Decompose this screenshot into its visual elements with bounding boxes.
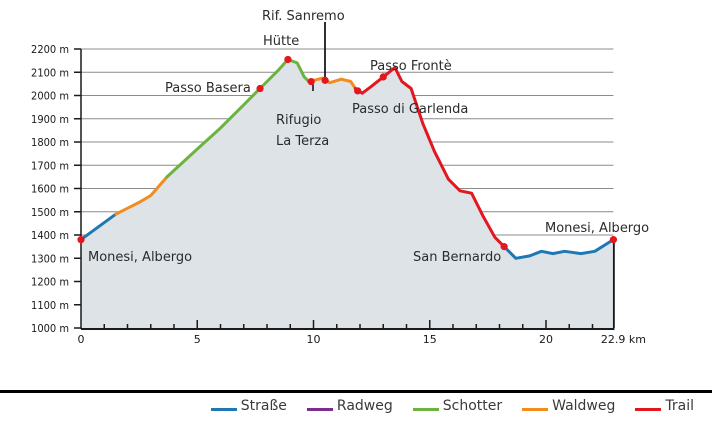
swatch-schotter xyxy=(412,407,439,411)
svg-text:10: 10 xyxy=(307,333,321,346)
svg-text:2000 m: 2000 m xyxy=(31,90,69,103)
svg-text:1500 m: 1500 m xyxy=(31,206,69,219)
label-rif-sanremo: Rif. Sanremo xyxy=(262,9,345,24)
svg-text:1900 m: 1900 m xyxy=(31,113,69,126)
legend-item-waldweg: Waldweg xyxy=(522,398,615,414)
label-passo-garlenda: Passo di Garlenda xyxy=(352,102,468,117)
swatch-radweg xyxy=(306,407,333,411)
svg-text:15: 15 xyxy=(423,333,437,346)
svg-text:2200 m: 2200 m xyxy=(31,43,69,56)
label-passo-fronte: Passo Frontè xyxy=(370,59,452,74)
x-axis: 0 5 10 15 20 22.9 km xyxy=(78,239,646,346)
svg-text:1000 m: 1000 m xyxy=(31,322,69,335)
svg-text:1200 m: 1200 m xyxy=(31,276,69,289)
label-passo-basera: Passo Basera xyxy=(165,81,251,96)
svg-text:5: 5 xyxy=(194,333,201,346)
svg-text:1800 m: 1800 m xyxy=(31,136,69,149)
legend-item-trail: Trail xyxy=(635,398,694,414)
legend-label: Straße xyxy=(240,398,287,414)
legend-label: Radweg xyxy=(336,398,393,414)
label-rifugio-line1: Rifugio xyxy=(276,113,321,128)
divider-line xyxy=(0,390,712,393)
label-end: Monesi, Albergo xyxy=(545,221,649,236)
elevation-area xyxy=(81,59,614,328)
legend-item-radweg: Radweg xyxy=(306,398,393,414)
swatch-strasse xyxy=(210,407,237,411)
label-huette: Hütte xyxy=(263,34,299,49)
elevation-profile-chart: 1000 m 1100 m 1200 m 1300 m 1400 m 1500 m 1600… xyxy=(31,9,649,346)
waypoint-markers xyxy=(77,55,618,251)
svg-text:0: 0 xyxy=(78,333,85,346)
svg-text:1100 m: 1100 m xyxy=(31,299,69,312)
legend: Straße Radweg Schotter Waldweg Trail xyxy=(210,398,694,414)
svg-text:22.9 km: 22.9 km xyxy=(601,333,646,346)
legend-label: Trail xyxy=(665,398,694,414)
route-segments xyxy=(79,58,615,260)
svg-text:1400 m: 1400 m xyxy=(31,229,69,242)
svg-text:1600 m: 1600 m xyxy=(31,183,69,196)
label-san-bernardo: San Bernardo xyxy=(413,250,501,265)
legend-item-strasse: Straße xyxy=(210,398,287,414)
svg-text:1300 m: 1300 m xyxy=(31,252,69,265)
svg-text:1700 m: 1700 m xyxy=(31,159,69,172)
svg-text:2100 m: 2100 m xyxy=(31,66,69,79)
svg-text:20: 20 xyxy=(539,333,553,346)
label-rifugio-line2: La Terza xyxy=(276,134,329,149)
legend-label: Schotter xyxy=(442,398,503,414)
swatch-waldweg xyxy=(522,407,549,411)
swatch-trail xyxy=(635,407,662,411)
y-axis: 1000 m 1100 m 1200 m 1300 m 1400 m 1500 m 1600… xyxy=(31,43,82,335)
legend-label: Waldweg xyxy=(552,398,616,414)
label-start: Monesi, Albergo xyxy=(88,250,192,265)
legend-item-schotter: Schotter xyxy=(412,398,503,414)
